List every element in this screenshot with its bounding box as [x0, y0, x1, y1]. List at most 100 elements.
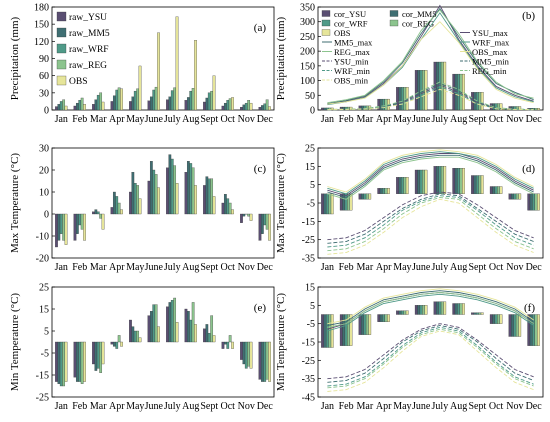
- x-tick-label: Feb: [339, 262, 354, 273]
- bar-raw_WRF-July: [170, 158, 174, 215]
- x-tick-label: May: [126, 262, 144, 273]
- plot-frame: [51, 286, 275, 398]
- legend-label: YSU_min: [334, 57, 369, 67]
- bar-raw_YSU-Apr: [110, 341, 114, 345]
- bar-OBS-Mar: [101, 213, 105, 230]
- legend-label: raw_YSU: [69, 13, 107, 23]
- legend-label: WRF_min: [334, 66, 371, 76]
- bar-cor_MM5-July: [436, 301, 439, 315]
- y-tick-label: -35: [302, 254, 315, 265]
- bar-cor_MM5-June: [417, 169, 421, 194]
- series-line-MM5_max: [327, 154, 534, 198]
- y-tick-label: 60: [39, 71, 49, 82]
- y-tick-label: -5: [41, 349, 49, 360]
- legend-label: cor_REG: [402, 19, 434, 29]
- bar-cor_WRF-Mar: [363, 193, 367, 200]
- bar-OBS-Feb: [349, 314, 353, 346]
- y-tick-label: -5: [307, 319, 315, 330]
- bar-raw_YSU-Feb: [73, 213, 77, 241]
- bar-raw_YSU-Jan: [55, 106, 58, 111]
- y-tick-label: -10: [36, 232, 49, 243]
- x-tick-label: Sept: [200, 114, 218, 125]
- y-tick-label: 0: [44, 106, 49, 117]
- x-tick-label: May: [126, 114, 144, 125]
- x-tick-label: Mar: [357, 262, 374, 273]
- bar-cor_REG-Sept: [478, 92, 482, 111]
- series-line-OBS_max: [327, 21, 534, 105]
- legend-swatch: [389, 10, 399, 17]
- bar-OBS-Sept: [212, 196, 216, 215]
- y-tick-label: 25: [305, 144, 315, 155]
- bar-cor_MM5-Apr: [379, 314, 383, 322]
- x-tick-label: Dec: [526, 114, 543, 125]
- bar-cor_REG-Dec: [534, 314, 538, 346]
- series-line-WRF_min: [327, 85, 534, 111]
- legend-label: cor_MM5: [402, 9, 436, 19]
- bar-raw_WRF-May: [133, 330, 137, 343]
- bar-OBS-May: [405, 177, 409, 194]
- bar-raw_YSU-Feb: [73, 105, 77, 111]
- bar-raw_MM5-Dec: [260, 341, 264, 382]
- plot-frame: [51, 147, 275, 259]
- series-line-REG_max: [327, 292, 534, 328]
- bar-cor_REG-June: [422, 169, 425, 194]
- bar-raw_REG-June: [154, 174, 158, 215]
- bar-OBS-June: [157, 326, 160, 343]
- y-tick-label: 350: [300, 3, 315, 14]
- series-line-WRF_max: [327, 293, 534, 332]
- bar-cor_REG-Mar: [365, 314, 369, 335]
- series-line-YSU_max: [327, 153, 534, 197]
- bar-OBS-Dec: [268, 106, 271, 111]
- bar-cor_WRF-Nov: [513, 314, 517, 337]
- bar-raw_WRF-Oct: [226, 100, 230, 111]
- bar-raw_MM5-Sept: [205, 97, 209, 111]
- bar-raw_MM5-May: [131, 96, 135, 111]
- x-tick-label: Oct: [489, 114, 504, 125]
- series-line-REG_max: [327, 9, 534, 104]
- y-tick-label: 50: [305, 91, 315, 102]
- series-line-MM5_min: [327, 325, 534, 383]
- y-tick-label: -5: [307, 199, 315, 210]
- bar-OBS-Sept: [480, 312, 484, 315]
- bar-raw_YSU-June: [147, 180, 151, 215]
- bar-raw_REG-July: [173, 165, 177, 215]
- bar-raw_YSU-Nov: [240, 106, 243, 111]
- x-tick-label: Feb: [72, 401, 87, 412]
- bar-OBS-Sept: [480, 92, 484, 111]
- legend-label: raw_MM5: [69, 29, 110, 39]
- bar-OBS-Dec: [537, 314, 540, 346]
- legend-label: MM5_max: [334, 38, 373, 48]
- bar-raw_REG-Oct: [228, 98, 232, 111]
- legend-label: raw_WRF: [69, 45, 109, 55]
- x-tick-label: Nov: [238, 114, 255, 125]
- bar-cor_WRF-Jan: [326, 193, 329, 215]
- x-tick-label: July: [164, 262, 181, 273]
- y-axis-label: Precipitation (mm): [275, 16, 287, 100]
- bar-raw_WRF-May: [133, 183, 137, 215]
- legend-swatch: [321, 19, 331, 27]
- bar-raw_MM5-Nov: [242, 104, 246, 111]
- panel-label: (a): [254, 22, 267, 34]
- bar-cor_MM5-June: [417, 70, 421, 111]
- bar-cor_YSU-Apr: [377, 314, 381, 322]
- y-tick-label: 20: [39, 166, 49, 177]
- x-tick-label: Aug: [182, 401, 199, 412]
- y-tick-label: -15: [36, 371, 49, 382]
- y-tick-label: 30: [39, 144, 49, 155]
- bar-raw_REG-Feb: [80, 97, 84, 111]
- legend-label: OBS_min: [334, 76, 369, 86]
- x-tick-label: Sept: [200, 401, 218, 412]
- bar-cor_WRF-Nov: [513, 193, 517, 200]
- y-axis-label: Max Temperature (°C): [9, 153, 21, 253]
- series-line-WRF_max: [327, 151, 534, 195]
- bar-raw_MM5-Feb: [75, 341, 79, 382]
- x-tick-label: Sept: [200, 262, 218, 273]
- bar-OBS-July: [443, 301, 447, 315]
- bar-raw_MM5-Apr: [112, 95, 116, 111]
- bar-raw_MM5-Aug: [186, 97, 190, 111]
- series-line-REG_min: [327, 81, 534, 110]
- x-tick-label: Jan: [321, 401, 334, 412]
- series-line-MM5_max: [327, 290, 534, 326]
- bar-cor_YSU-Jan: [321, 107, 324, 111]
